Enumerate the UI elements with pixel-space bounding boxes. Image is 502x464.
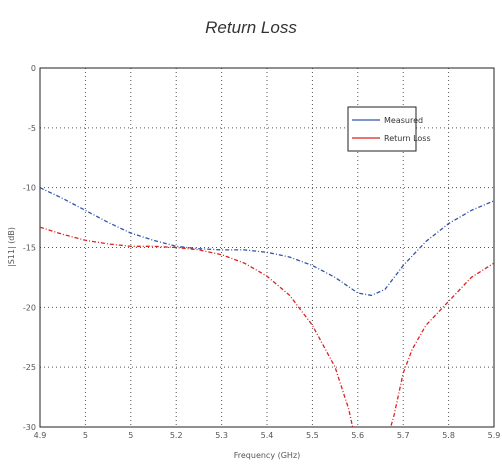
- series-line-1: [40, 226, 494, 427]
- x-tick-label: 4.9: [34, 431, 47, 440]
- x-tick-label: 5.8: [442, 431, 455, 440]
- plot-area: [39, 67, 495, 428]
- y-axis-label: |S11| (dB): [7, 227, 16, 267]
- x-tick-label: 5.7: [397, 431, 410, 440]
- grid: [40, 68, 494, 427]
- legend: Measured Return Loss: [347, 106, 431, 152]
- x-axis-label: Frequency (GHz): [234, 451, 301, 460]
- y-tick-label: -15: [23, 244, 36, 253]
- legend-label-return-loss: Return Loss: [384, 134, 431, 143]
- x-tick-label: 5.5: [306, 431, 319, 440]
- legend-box: [347, 106, 417, 152]
- y-tick-label: 0: [31, 64, 36, 73]
- series-line-0: [40, 187, 494, 297]
- tick-labels: 4.9 5 5 5.2 5.3 5.4 5.5 5.6 5.7 5.8 5.9 0 -5 -10 -15 -2…: [23, 64, 500, 440]
- x-tick-label: 5: [128, 431, 133, 440]
- y-tick-label: -25: [23, 363, 36, 372]
- x-tick-label: 5.3: [215, 431, 228, 440]
- y-tick-label: -30: [23, 423, 36, 432]
- y-tick-label: -5: [28, 124, 36, 133]
- x-tick-label: 5.4: [261, 431, 274, 440]
- x-tick-label: 5.2: [170, 431, 183, 440]
- y-tick-label: -10: [23, 184, 36, 193]
- x-tick-label: 5.6: [351, 431, 364, 440]
- legend-label-measured: Measured: [384, 116, 423, 125]
- x-tick-label: 5.9: [488, 431, 501, 440]
- y-tick-label: -20: [23, 303, 36, 312]
- chart-title: Return Loss: [205, 18, 297, 37]
- x-tick-label: 5: [83, 431, 88, 440]
- series-group: [40, 187, 494, 427]
